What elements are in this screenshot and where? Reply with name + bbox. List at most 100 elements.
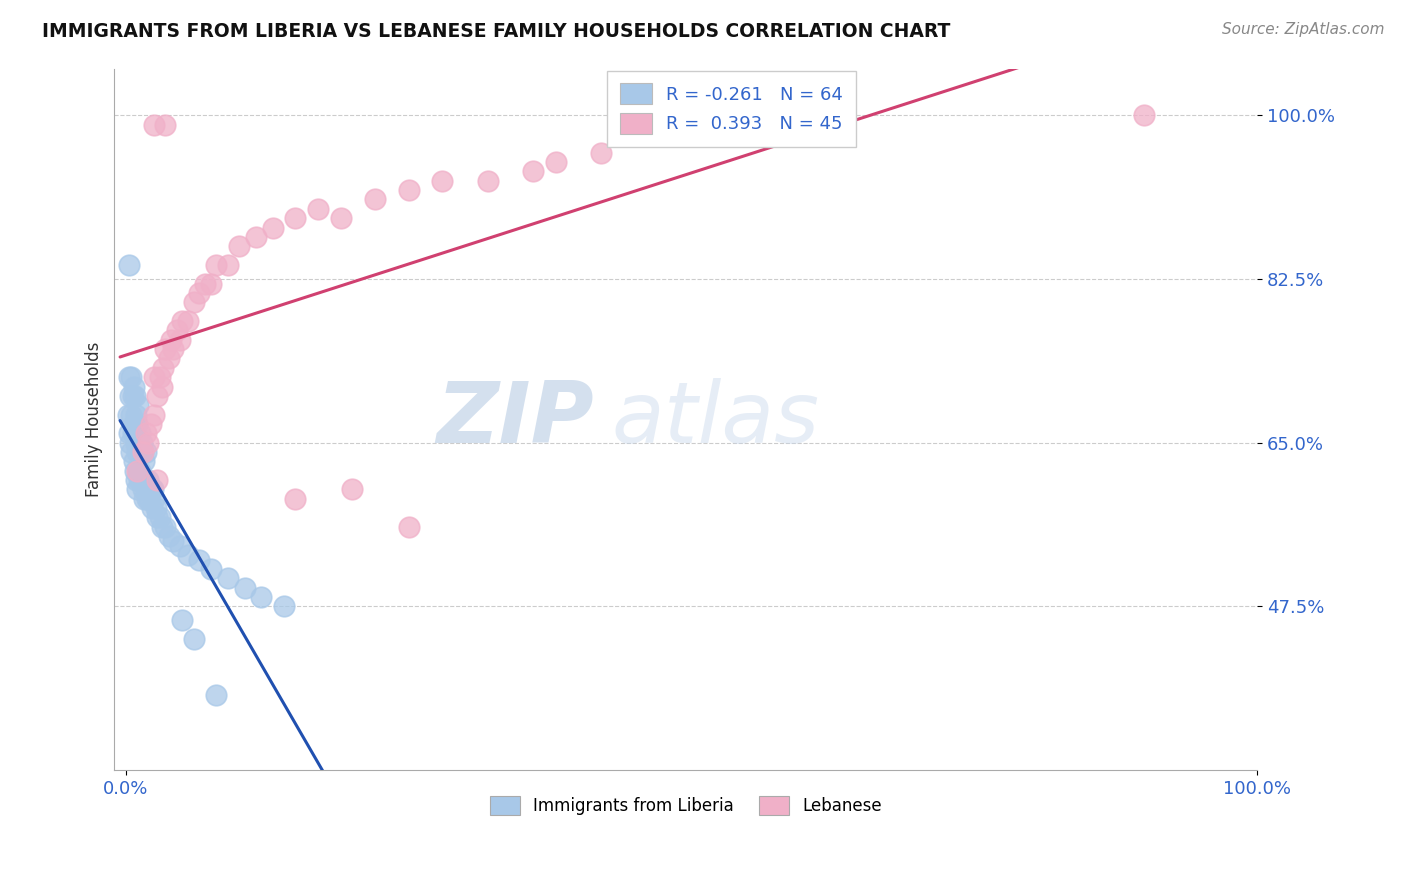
Point [363,193,385,207]
Point [120,389,142,403]
Point [125,464,148,478]
Point [146,510,169,524]
Point [172,613,194,627]
Point [432,174,454,188]
Point [477,174,499,188]
Point [142,483,165,497]
Point [183,295,205,310]
Point [124,464,146,478]
Point [138,435,160,450]
Point [127,464,149,478]
Point [544,155,567,169]
Point [120,408,142,422]
Point [131,473,153,487]
Point [135,426,157,441]
Point [131,445,153,459]
Point [1133,108,1156,122]
Point [122,379,145,393]
Point [166,323,188,337]
Point [205,688,228,702]
Point [172,314,194,328]
Point [125,445,148,459]
Point [150,520,173,534]
Point [188,285,211,300]
Point [125,417,148,431]
Point [124,426,146,441]
Point [284,491,307,506]
Point [134,473,156,487]
Point [149,510,172,524]
Point [160,333,183,347]
Point [122,417,145,431]
Point [135,483,157,497]
Point [128,473,150,487]
Point [589,145,612,160]
Point [157,351,180,366]
Point [139,483,162,497]
Point [131,483,153,497]
Point [162,533,184,548]
Text: IMMIGRANTS FROM LIBERIA VS LEBANESE FAMILY HOUSEHOLDS CORRELATION CHART: IMMIGRANTS FROM LIBERIA VS LEBANESE FAMI… [42,22,950,41]
Point [200,562,222,576]
Point [217,571,239,585]
Point [200,277,222,291]
Point [138,473,160,487]
Point [155,342,177,356]
Point [155,118,177,132]
Point [122,454,145,468]
Point [127,398,149,412]
Point [284,211,307,226]
Point [131,445,153,459]
Legend: Immigrants from Liberia, Lebanese: Immigrants from Liberia, Lebanese [479,786,891,825]
Text: atlas: atlas [612,377,820,461]
Point [228,239,250,253]
Point [125,435,148,450]
Point [169,539,191,553]
Point [139,417,162,431]
Point [250,590,273,604]
Point [141,501,163,516]
Point [143,491,166,506]
Point [121,389,143,403]
Point [128,445,150,459]
Point [136,491,159,506]
Point [121,426,143,441]
Point [522,164,544,178]
Point [143,408,166,422]
Point [120,445,142,459]
Point [120,435,142,450]
Point [132,454,155,468]
Point [217,258,239,272]
Point [152,360,174,375]
Point [135,445,157,459]
Point [129,426,152,441]
Point [146,473,169,487]
Text: Source: ZipAtlas.com: Source: ZipAtlas.com [1222,22,1385,37]
Point [177,314,200,328]
Point [149,370,172,384]
Point [340,483,363,497]
Point [329,211,352,226]
Point [124,389,146,403]
Point [155,520,177,534]
Point [125,473,148,487]
Point [145,501,167,516]
Point [262,220,284,235]
Point [117,408,139,422]
Point [131,435,153,450]
Point [143,370,166,384]
Point [177,548,200,562]
Point [205,258,228,272]
Point [307,202,329,216]
Point [150,379,173,393]
Point [183,632,205,646]
Point [125,408,148,422]
Point [125,483,148,497]
Point [118,370,141,384]
Point [169,333,191,347]
Point [138,491,160,506]
Point [194,277,217,291]
Point [118,426,141,441]
Point [233,581,256,595]
Point [120,370,142,384]
